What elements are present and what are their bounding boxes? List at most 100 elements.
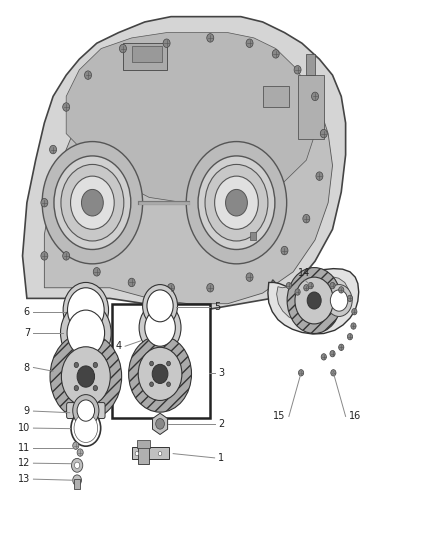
Circle shape: [316, 172, 323, 180]
Circle shape: [41, 252, 48, 260]
Circle shape: [198, 156, 275, 249]
Circle shape: [308, 282, 313, 289]
Circle shape: [145, 309, 175, 346]
Circle shape: [295, 289, 300, 295]
Circle shape: [49, 146, 57, 154]
Circle shape: [330, 290, 348, 311]
Circle shape: [215, 176, 258, 229]
Circle shape: [139, 302, 181, 353]
Circle shape: [167, 284, 174, 292]
Circle shape: [207, 34, 214, 42]
Circle shape: [61, 347, 110, 406]
Text: 6: 6: [24, 306, 30, 317]
Circle shape: [71, 410, 101, 446]
Bar: [137, 440, 150, 448]
Circle shape: [272, 50, 279, 58]
Circle shape: [281, 246, 288, 255]
Circle shape: [77, 400, 95, 421]
Circle shape: [339, 344, 344, 351]
Circle shape: [74, 414, 98, 442]
Circle shape: [158, 451, 162, 456]
Bar: [250, 232, 256, 240]
Polygon shape: [22, 17, 346, 309]
Circle shape: [61, 165, 124, 241]
Circle shape: [246, 39, 253, 47]
Bar: [297, 75, 324, 139]
Circle shape: [63, 103, 70, 111]
Circle shape: [186, 142, 287, 264]
Circle shape: [320, 130, 327, 138]
FancyBboxPatch shape: [67, 402, 105, 418]
Text: 15: 15: [273, 411, 286, 422]
Circle shape: [163, 39, 170, 47]
Polygon shape: [152, 413, 168, 434]
Text: 4: 4: [116, 341, 122, 351]
Circle shape: [71, 458, 83, 472]
Circle shape: [147, 290, 173, 322]
Circle shape: [347, 295, 353, 302]
Circle shape: [85, 71, 92, 79]
Text: 16: 16: [349, 411, 361, 422]
Circle shape: [207, 284, 214, 292]
Circle shape: [67, 288, 104, 333]
Circle shape: [347, 334, 353, 340]
Bar: [132, 46, 162, 62]
Circle shape: [205, 165, 268, 241]
Polygon shape: [269, 276, 356, 324]
Circle shape: [54, 156, 131, 249]
Circle shape: [167, 382, 170, 386]
Text: 1: 1: [218, 453, 224, 463]
Circle shape: [67, 310, 105, 356]
Circle shape: [155, 418, 164, 429]
Circle shape: [150, 361, 153, 366]
Circle shape: [73, 442, 79, 449]
Text: 3: 3: [218, 368, 224, 378]
Circle shape: [63, 252, 70, 260]
Circle shape: [150, 382, 153, 386]
Circle shape: [352, 309, 357, 315]
Circle shape: [303, 214, 310, 223]
Text: 14: 14: [298, 268, 310, 278]
Text: 7: 7: [24, 328, 30, 338]
Circle shape: [246, 273, 253, 281]
Circle shape: [74, 362, 78, 368]
Circle shape: [74, 462, 80, 469]
Circle shape: [330, 351, 335, 357]
Polygon shape: [277, 276, 348, 325]
Circle shape: [298, 369, 304, 376]
Text: 5: 5: [214, 302, 220, 312]
Circle shape: [71, 176, 114, 229]
Circle shape: [143, 285, 177, 327]
Circle shape: [294, 66, 301, 74]
Circle shape: [304, 285, 309, 291]
Circle shape: [135, 451, 139, 456]
Circle shape: [60, 302, 111, 364]
Circle shape: [330, 282, 335, 289]
Circle shape: [120, 44, 127, 53]
Bar: [112, 304, 210, 418]
Circle shape: [41, 198, 48, 207]
Bar: [138, 446, 149, 464]
Bar: [74, 479, 80, 489]
Circle shape: [93, 268, 100, 276]
Circle shape: [331, 369, 336, 376]
Circle shape: [152, 365, 168, 383]
Text: 10: 10: [18, 423, 30, 433]
Circle shape: [326, 285, 352, 317]
Polygon shape: [66, 33, 315, 203]
Circle shape: [167, 361, 170, 366]
Circle shape: [321, 354, 326, 360]
Circle shape: [295, 277, 333, 324]
Circle shape: [77, 449, 83, 456]
Text: 8: 8: [24, 362, 30, 373]
Polygon shape: [268, 269, 359, 334]
Circle shape: [50, 333, 122, 420]
Circle shape: [287, 268, 341, 334]
Circle shape: [77, 366, 95, 387]
Circle shape: [129, 336, 191, 412]
Circle shape: [286, 282, 291, 289]
Circle shape: [93, 362, 98, 368]
Circle shape: [128, 278, 135, 287]
Circle shape: [81, 189, 103, 216]
Circle shape: [339, 287, 344, 293]
